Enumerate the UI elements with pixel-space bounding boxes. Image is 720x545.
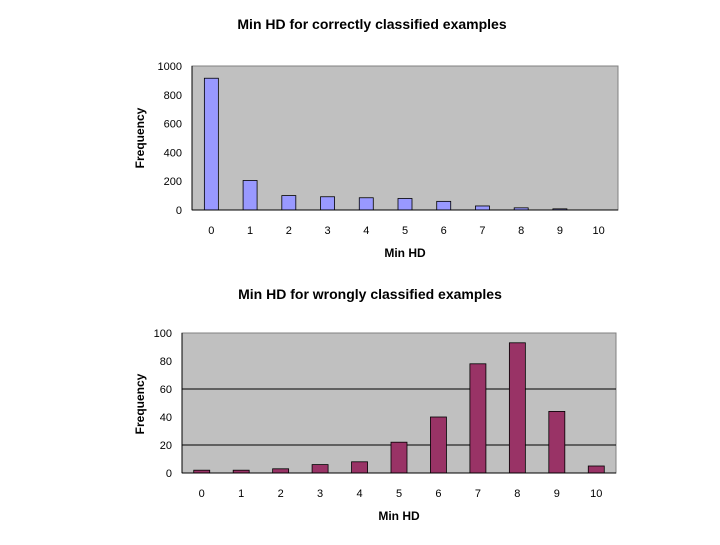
x-tick-label: 1 bbox=[247, 225, 253, 237]
chart-title: Min HD for wrongly classified examples bbox=[238, 286, 502, 302]
y-tick-label: 1000 bbox=[158, 61, 182, 73]
x-tick-label: 7 bbox=[475, 488, 481, 500]
bar bbox=[475, 205, 490, 211]
bar bbox=[508, 342, 526, 474]
y-tick-label: 0 bbox=[166, 468, 172, 480]
x-tick-label: 10 bbox=[590, 488, 602, 500]
bar bbox=[587, 465, 605, 474]
bar bbox=[311, 464, 329, 474]
chart-title: Min HD for correctly classified examples bbox=[237, 16, 506, 32]
y-tick-label: 100 bbox=[154, 328, 172, 340]
y-tick-label: 200 bbox=[164, 176, 182, 188]
y-axis-label: Frequency bbox=[133, 373, 147, 434]
x-tick-label: 9 bbox=[554, 488, 560, 500]
bar bbox=[203, 77, 219, 211]
bar bbox=[320, 196, 335, 211]
bar bbox=[358, 197, 374, 211]
bar bbox=[430, 416, 447, 474]
y-tick-label: 600 bbox=[164, 119, 182, 131]
x-tick-label: 3 bbox=[324, 225, 330, 237]
y-tick-label: 20 bbox=[160, 440, 172, 452]
bar bbox=[390, 441, 408, 474]
bar bbox=[351, 461, 368, 474]
x-tick-label: 6 bbox=[435, 488, 441, 500]
plot-area bbox=[191, 65, 619, 211]
x-tick-label: 7 bbox=[479, 225, 485, 237]
bar bbox=[436, 200, 452, 211]
y-tick-label: 60 bbox=[160, 384, 172, 396]
y-tick-label: 40 bbox=[160, 412, 172, 424]
bar bbox=[469, 363, 487, 474]
x-tick-label: 2 bbox=[278, 488, 284, 500]
x-tick-label: 10 bbox=[593, 225, 605, 237]
x-tick-label: 8 bbox=[518, 225, 524, 237]
chart-wrong: Min HD for wrongly classified examples F… bbox=[133, 286, 617, 523]
x-tick-label: 8 bbox=[514, 488, 520, 500]
x-tick-label: 1 bbox=[238, 488, 244, 500]
y-tick-label: 80 bbox=[160, 356, 172, 368]
x-tick-label: 5 bbox=[396, 488, 402, 500]
bar bbox=[281, 195, 297, 211]
y-axis-label: Frequency bbox=[133, 107, 147, 168]
bar bbox=[242, 180, 258, 211]
x-tick-label: 6 bbox=[441, 225, 447, 237]
x-tick-label: 4 bbox=[356, 488, 362, 500]
x-tick-label: 0 bbox=[208, 225, 214, 237]
bar bbox=[548, 410, 566, 474]
bar bbox=[272, 468, 290, 474]
x-tick-label: 9 bbox=[557, 225, 563, 237]
chart-correct: Min HD for correctly classified examples… bbox=[133, 16, 619, 260]
bar bbox=[397, 198, 413, 211]
y-tick-label: 400 bbox=[164, 147, 182, 159]
x-tick-label: 2 bbox=[286, 225, 292, 237]
x-tick-label: 4 bbox=[363, 225, 369, 237]
x-axis-label: Min HD bbox=[384, 246, 426, 260]
x-tick-label: 0 bbox=[199, 488, 205, 500]
y-tick-label: 800 bbox=[164, 90, 182, 102]
x-axis-label: Min HD bbox=[378, 509, 420, 523]
y-tick-label: 0 bbox=[176, 205, 182, 217]
x-tick-label: 3 bbox=[317, 488, 323, 500]
x-tick-label: 5 bbox=[402, 225, 408, 237]
